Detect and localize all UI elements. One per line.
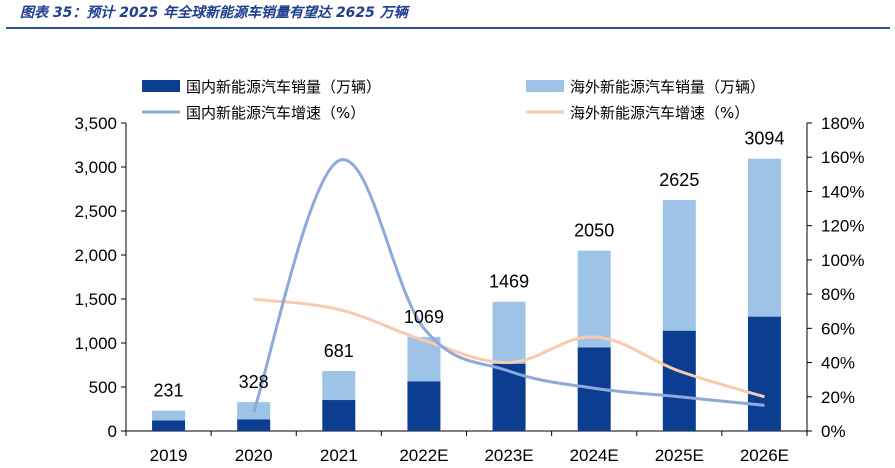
total-data-label: 1069	[404, 307, 444, 327]
right-tick-label: 180%	[821, 114, 864, 133]
right-tick-label: 60%	[821, 319, 855, 338]
right-tick-label: 80%	[821, 285, 855, 304]
bar-domestic	[322, 400, 356, 431]
right-tick-label: 160%	[821, 148, 864, 167]
total-data-label: 2050	[574, 221, 614, 241]
legend-label: 海外新能源汽车销量（万辆）	[570, 78, 765, 96]
bar-domestic	[747, 316, 781, 431]
x-tick-label: 2023E	[484, 446, 533, 465]
right-tick-label: 20%	[821, 388, 855, 407]
bar-overseas	[322, 371, 356, 401]
bar-overseas	[492, 301, 526, 364]
total-data-label: 2625	[659, 170, 699, 190]
total-data-label: 328	[239, 372, 269, 392]
x-tick-label: 2026E	[740, 446, 789, 465]
left-tick-label: 2,000	[74, 246, 117, 265]
line-overseas-growth	[253, 297, 765, 399]
legend-swatch	[142, 80, 180, 92]
total-data-label: 231	[154, 381, 184, 401]
legend-label: 国内新能源汽车增速（%）	[186, 104, 365, 122]
left-tick-label: 0	[108, 422, 117, 441]
left-tick-label: 3,000	[74, 158, 117, 177]
legend-label: 海外新能源汽车增速（%）	[570, 104, 749, 122]
legend-label: 国内新能源汽车销量（万辆）	[186, 78, 381, 96]
bar-domestic	[237, 419, 271, 431]
left-tick-label: 1,000	[74, 334, 117, 353]
right-tick-label: 0%	[821, 422, 846, 441]
right-tick-label: 120%	[821, 217, 864, 236]
left-tick-label: 2,500	[74, 202, 117, 221]
x-tick-label: 2024E	[570, 446, 619, 465]
bar-overseas	[152, 410, 186, 421]
bar-overseas	[747, 158, 781, 317]
bar-domestic	[152, 420, 186, 431]
bar-domestic	[407, 381, 441, 431]
line-domestic-growth	[252, 158, 765, 413]
x-tick-label: 2020	[235, 446, 273, 465]
x-tick-label: 2021	[320, 446, 358, 465]
bar-domestic	[662, 330, 696, 431]
total-data-label: 1469	[489, 272, 529, 292]
x-tick-label: 2022E	[399, 446, 448, 465]
bar-overseas	[577, 250, 611, 348]
right-tick-label: 40%	[821, 354, 855, 373]
bar-overseas	[662, 200, 696, 331]
right-tick-label: 100%	[821, 251, 864, 270]
right-tick-label: 140%	[821, 182, 864, 201]
total-data-label: 681	[324, 341, 354, 361]
legend-swatch	[526, 80, 564, 92]
caption-rule	[6, 27, 890, 29]
left-tick-label: 3,500	[74, 114, 117, 133]
x-tick-label: 2019	[150, 446, 188, 465]
left-tick-label: 1,500	[74, 290, 117, 309]
x-tick-label: 2025E	[655, 446, 704, 465]
total-data-label: 3094	[744, 129, 784, 149]
left-tick-label: 500	[89, 378, 117, 397]
figure-caption: 图表 35：预计 2025 年全球新能源车销量有望达 2625 万辆	[20, 5, 408, 21]
